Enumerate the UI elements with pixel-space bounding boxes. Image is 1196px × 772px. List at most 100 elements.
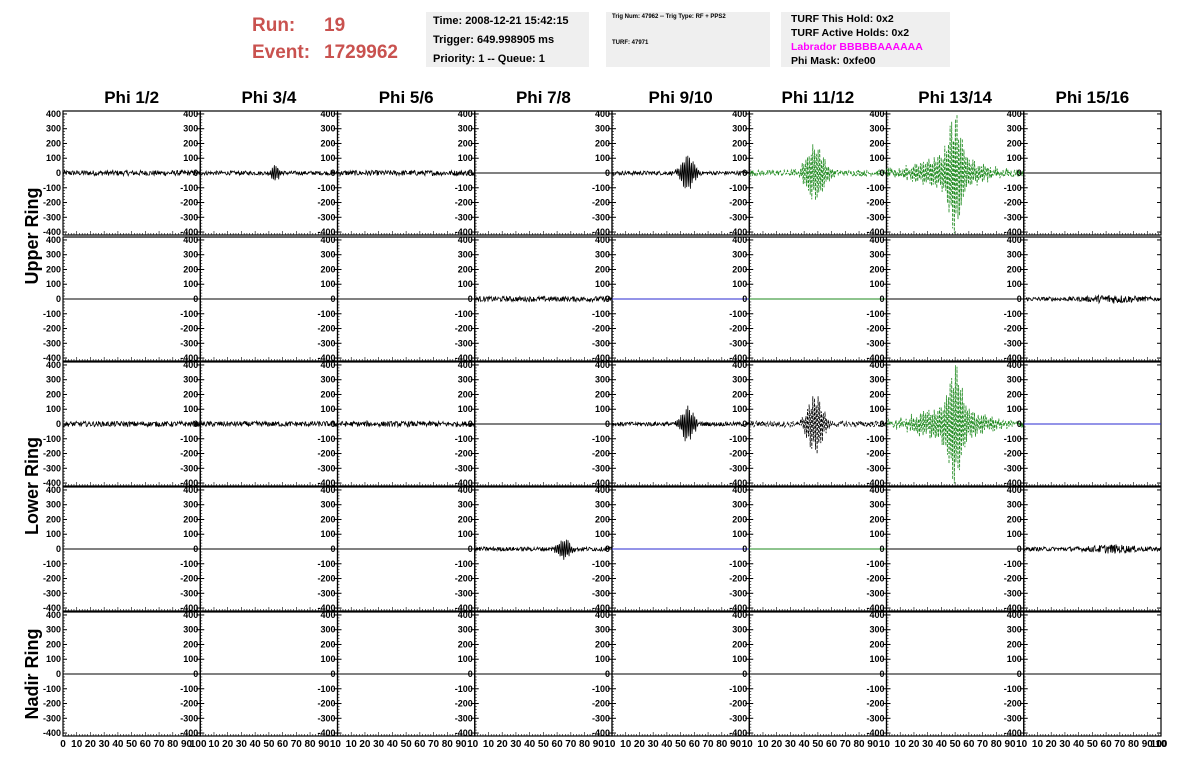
y-tick-label: 400 xyxy=(732,109,747,119)
y-tick-label: 0 xyxy=(742,419,747,429)
x-tick-label: 40 xyxy=(936,739,948,750)
y-tick-label: 400 xyxy=(183,485,198,495)
waveform-trace xyxy=(337,169,476,177)
y-tick-label: 300 xyxy=(869,625,884,635)
y-tick-label: -300 xyxy=(180,588,198,598)
y-tick-label: 100 xyxy=(595,404,610,414)
x-tick-label: 90 xyxy=(730,739,742,750)
y-tick-label: 400 xyxy=(595,235,610,245)
y-tick-label: -100 xyxy=(180,559,198,569)
y-tick-label: 400 xyxy=(732,235,747,245)
y-tick-label: 400 xyxy=(1007,360,1022,370)
x-tick-label: 60 xyxy=(277,739,289,750)
column-title: Phi 11/12 xyxy=(781,88,854,107)
y-tick-label: 300 xyxy=(46,124,61,134)
y-tick-label: -400 xyxy=(1004,227,1022,237)
y-tick-label: -400 xyxy=(592,728,610,738)
y-tick-label: -400 xyxy=(866,728,884,738)
y-tick-label: -200 xyxy=(866,449,884,459)
y-tick-label: -200 xyxy=(592,574,610,584)
y-tick-label: -400 xyxy=(1004,478,1022,488)
y-tick-label: 0 xyxy=(605,544,610,554)
x-tick-label: 90 xyxy=(1142,739,1154,750)
x-tick-label: 20 xyxy=(908,739,920,750)
y-tick-label: 300 xyxy=(458,124,473,134)
y-tick-label: 0 xyxy=(1017,168,1022,178)
y-tick-label: -100 xyxy=(866,434,884,444)
run-label: Run: xyxy=(252,15,296,36)
y-tick-label: 0 xyxy=(468,669,473,679)
waveform-trace xyxy=(886,365,1025,484)
y-tick-label: 0 xyxy=(605,294,610,304)
turf-text: TURF: 47971 xyxy=(612,40,649,46)
column-title: Phi 7/8 xyxy=(516,88,571,107)
y-tick-label: 300 xyxy=(1007,500,1022,510)
y-tick-label: -300 xyxy=(43,588,61,598)
x-tick-label: 60 xyxy=(140,739,152,750)
x-tick-label: 70 xyxy=(428,739,440,750)
x-tick-label: 80 xyxy=(1128,739,1140,750)
y-tick-label: -300 xyxy=(729,713,747,723)
y-tick-label: -400 xyxy=(180,353,198,363)
y-tick-label: 200 xyxy=(1007,514,1022,524)
y-tick-label: -300 xyxy=(729,588,747,598)
y-tick-label: 400 xyxy=(46,360,61,370)
y-tick-label: -300 xyxy=(455,588,473,598)
y-tick-label: 300 xyxy=(732,625,747,635)
y-tick-label: 100 xyxy=(595,153,610,163)
y-tick-label: 100 xyxy=(732,654,747,664)
x-tick-label: 50 xyxy=(263,739,275,750)
y-tick-label: -100 xyxy=(455,309,473,319)
x-tick-label: 80 xyxy=(853,739,865,750)
y-tick-label: -300 xyxy=(180,338,198,348)
x-tick-label: 30 xyxy=(922,739,934,750)
y-tick-label: -300 xyxy=(592,463,610,473)
y-tick-label: 400 xyxy=(183,610,198,620)
y-tick-label: -200 xyxy=(729,198,747,208)
y-tick-label: 400 xyxy=(869,610,884,620)
y-tick-label: 200 xyxy=(46,389,61,399)
y-tick-label: 300 xyxy=(1007,625,1022,635)
y-tick-label: -300 xyxy=(592,588,610,598)
y-tick-label: -400 xyxy=(43,227,61,237)
x-tick-label: 20 xyxy=(85,739,97,750)
y-tick-label: -200 xyxy=(1004,449,1022,459)
y-tick-label: -300 xyxy=(1004,338,1022,348)
y-tick-label: -100 xyxy=(43,183,61,193)
x-tick-label: 40 xyxy=(799,739,811,750)
y-tick-label: -200 xyxy=(1004,324,1022,334)
time-info-panel: Time: 2008-12-21 15:42:15 Trigger: 649.9… xyxy=(426,12,589,67)
y-tick-label: -300 xyxy=(1004,212,1022,222)
y-tick-label: -400 xyxy=(729,478,747,488)
y-tick-label: 200 xyxy=(1007,389,1022,399)
y-tick-label: -100 xyxy=(866,684,884,694)
y-tick-label: -300 xyxy=(317,588,335,598)
y-tick-label: -400 xyxy=(1004,603,1022,613)
run-event-block: Run: 19 Event: 1729962 xyxy=(252,12,398,66)
y-tick-label: 200 xyxy=(458,264,473,274)
y-tick-label: 100 xyxy=(46,404,61,414)
y-tick-label: 300 xyxy=(458,250,473,260)
y-tick-label: -200 xyxy=(866,324,884,334)
x-tick-label: 10 xyxy=(467,739,479,750)
y-tick-label: -300 xyxy=(866,338,884,348)
x-tick-label: 10 xyxy=(879,739,891,750)
y-tick-label: 300 xyxy=(595,375,610,385)
y-tick-label: 200 xyxy=(320,138,335,148)
y-tick-label: 100 xyxy=(458,654,473,664)
y-tick-label: -300 xyxy=(592,713,610,723)
y-tick-label: 100 xyxy=(458,279,473,289)
y-tick-label: -300 xyxy=(180,463,198,473)
y-tick-label: -300 xyxy=(729,212,747,222)
y-tick-label: -300 xyxy=(1004,463,1022,473)
x-tick-label: 80 xyxy=(167,739,179,750)
y-tick-label: 400 xyxy=(595,360,610,370)
x-tick-label: 10 xyxy=(208,739,220,750)
y-tick-label: 200 xyxy=(320,389,335,399)
y-tick-label: -100 xyxy=(455,684,473,694)
y-tick-label: -300 xyxy=(729,338,747,348)
y-tick-label: 200 xyxy=(869,389,884,399)
y-tick-label: -200 xyxy=(592,699,610,709)
y-tick-label: 300 xyxy=(183,625,198,635)
y-tick-label: 400 xyxy=(320,235,335,245)
